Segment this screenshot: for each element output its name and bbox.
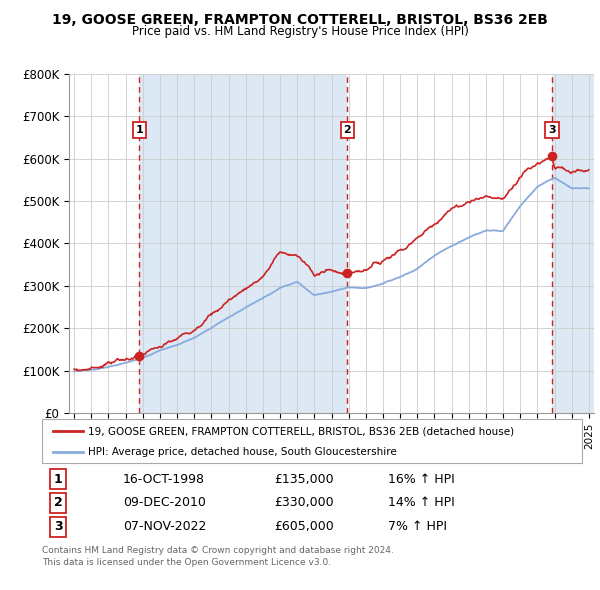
- Text: 14% ↑ HPI: 14% ↑ HPI: [388, 496, 454, 510]
- Text: 1: 1: [135, 124, 143, 135]
- Text: This data is licensed under the Open Government Licence v3.0.: This data is licensed under the Open Gov…: [42, 558, 331, 566]
- Text: 16% ↑ HPI: 16% ↑ HPI: [388, 473, 454, 486]
- Text: 19, GOOSE GREEN, FRAMPTON COTTERELL, BRISTOL, BS36 2EB: 19, GOOSE GREEN, FRAMPTON COTTERELL, BRI…: [52, 13, 548, 27]
- Text: £330,000: £330,000: [274, 496, 334, 510]
- Text: HPI: Average price, detached house, South Gloucestershire: HPI: Average price, detached house, Sout…: [88, 447, 397, 457]
- Text: 3: 3: [548, 124, 556, 135]
- Text: 2: 2: [54, 496, 62, 510]
- Bar: [552, 74, 594, 413]
- Text: Contains HM Land Registry data © Crown copyright and database right 2024.: Contains HM Land Registry data © Crown c…: [42, 546, 394, 555]
- Text: 1: 1: [54, 473, 62, 486]
- Text: 19, GOOSE GREEN, FRAMPTON COTTERELL, BRISTOL, BS36 2EB (detached house): 19, GOOSE GREEN, FRAMPTON COTTERELL, BRI…: [88, 427, 514, 436]
- Text: 3: 3: [54, 520, 62, 533]
- Text: 07-NOV-2022: 07-NOV-2022: [123, 520, 206, 533]
- Text: £605,000: £605,000: [274, 520, 334, 533]
- Text: 7% ↑ HPI: 7% ↑ HPI: [388, 520, 446, 533]
- Text: £135,000: £135,000: [274, 473, 334, 486]
- Text: Price paid vs. HM Land Registry's House Price Index (HPI): Price paid vs. HM Land Registry's House …: [131, 25, 469, 38]
- Text: 2: 2: [344, 124, 352, 135]
- Bar: [139, 74, 347, 413]
- Text: 16-OCT-1998: 16-OCT-1998: [123, 473, 205, 486]
- Text: 09-DEC-2010: 09-DEC-2010: [123, 496, 206, 510]
